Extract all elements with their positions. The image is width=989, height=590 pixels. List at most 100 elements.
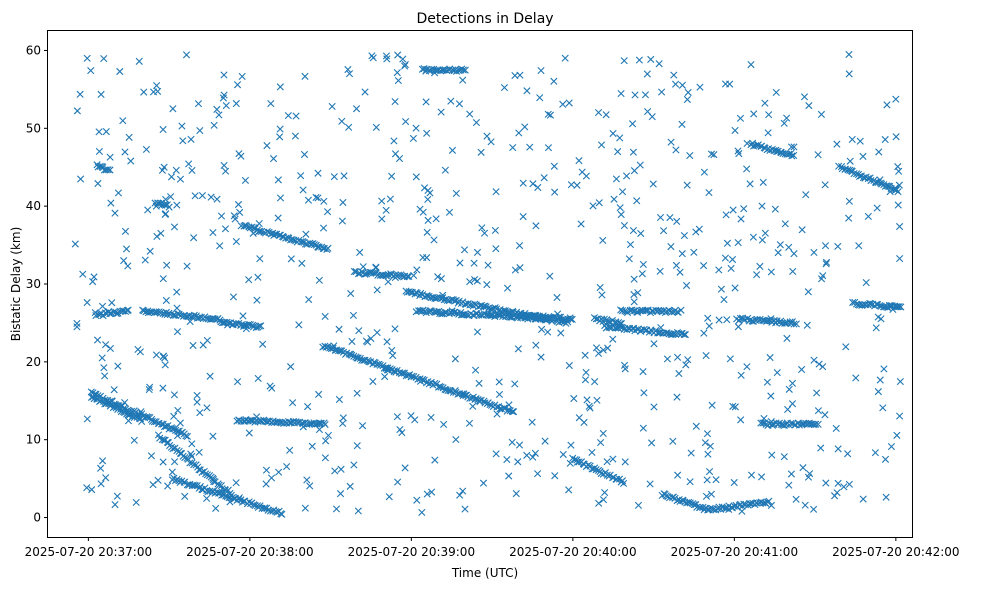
detection-point — [704, 314, 712, 322]
detection-point — [465, 419, 474, 427]
detection-point — [692, 422, 700, 430]
detection-point — [483, 281, 491, 289]
detection-point — [484, 261, 492, 269]
detection-point — [787, 143, 796, 151]
detection-point — [774, 249, 782, 257]
detection-point — [566, 459, 574, 467]
detection-point — [678, 81, 687, 89]
detection-point — [814, 420, 822, 428]
detection-point — [91, 308, 99, 317]
detection-point — [457, 311, 465, 319]
detection-point — [658, 88, 666, 96]
detection-point — [634, 289, 642, 297]
detection-point — [332, 505, 341, 513]
detection-point — [763, 378, 771, 386]
detection-point — [817, 444, 825, 452]
detection-point — [116, 405, 125, 414]
detection-point — [391, 97, 399, 106]
detection-point — [873, 204, 881, 212]
detection-point — [858, 301, 867, 309]
detection-point — [790, 320, 798, 328]
detection-point — [203, 494, 211, 502]
detection-point — [353, 442, 361, 450]
detection-point — [301, 72, 309, 80]
detection-point — [230, 212, 238, 220]
detection-point — [848, 135, 856, 143]
detection-point — [314, 194, 322, 202]
detection-point — [455, 100, 464, 108]
detection-point — [771, 205, 779, 213]
detection-point — [431, 456, 439, 464]
detection-point — [183, 262, 191, 270]
detection-point — [721, 80, 730, 88]
detection-point — [612, 318, 620, 326]
detection-point — [604, 344, 612, 352]
detection-point — [125, 133, 133, 141]
detection-point — [189, 341, 197, 350]
detection-point — [335, 395, 343, 404]
detection-point — [577, 220, 585, 228]
detection-point — [788, 379, 797, 387]
detection-point — [274, 176, 282, 184]
detection-point — [273, 508, 281, 516]
detection-point — [289, 399, 297, 407]
detection-point — [792, 495, 800, 503]
detection-point — [284, 111, 292, 120]
detection-point — [124, 262, 132, 270]
detection-point — [98, 302, 107, 310]
detection-point — [479, 302, 488, 311]
detection-point — [749, 317, 757, 325]
detection-point — [671, 80, 680, 88]
detection-point — [516, 264, 524, 272]
detection-point — [799, 464, 807, 472]
detection-point — [511, 380, 519, 388]
detection-point — [188, 452, 196, 460]
y-tick-label: 30 — [26, 277, 41, 291]
detection-point — [727, 264, 735, 273]
detection-point — [412, 124, 420, 132]
detection-point — [495, 378, 503, 386]
detection-point — [383, 338, 391, 346]
detection-point — [155, 419, 163, 427]
detection-point — [319, 224, 328, 232]
detection-point — [612, 175, 621, 183]
detection-point — [767, 501, 775, 509]
detection-point — [660, 227, 668, 235]
detection-point — [301, 504, 309, 512]
detection-point — [121, 227, 130, 235]
detection-point — [475, 379, 483, 387]
detection-point — [736, 114, 745, 122]
detection-point — [536, 94, 544, 102]
detection-point — [561, 54, 569, 62]
detection-point — [299, 423, 307, 431]
detection-point — [114, 405, 122, 413]
detection-point — [391, 273, 399, 282]
detection-point — [492, 450, 500, 458]
detection-point — [396, 425, 404, 434]
detection-point — [217, 212, 226, 220]
detection-point — [207, 193, 215, 201]
detection-point — [182, 432, 190, 440]
detection-point — [575, 458, 583, 466]
detection-point — [356, 248, 364, 256]
detection-point — [648, 439, 656, 447]
detection-point — [859, 152, 867, 160]
detection-point — [896, 377, 904, 386]
detection-point — [700, 168, 708, 176]
detection-point — [834, 445, 842, 453]
detection-point — [650, 403, 658, 411]
detection-point — [461, 505, 469, 513]
detection-point — [845, 480, 853, 488]
detection-point — [349, 311, 358, 320]
detection-point — [683, 181, 691, 189]
detection-point — [599, 346, 607, 354]
detection-point — [618, 188, 627, 196]
detection-point — [427, 413, 435, 422]
detection-point — [674, 471, 682, 479]
detection-point — [220, 161, 228, 170]
detection-point — [640, 325, 648, 334]
detection-point — [821, 181, 829, 189]
detection-point — [355, 327, 363, 335]
detection-point — [77, 175, 85, 183]
detection-point — [256, 227, 264, 235]
